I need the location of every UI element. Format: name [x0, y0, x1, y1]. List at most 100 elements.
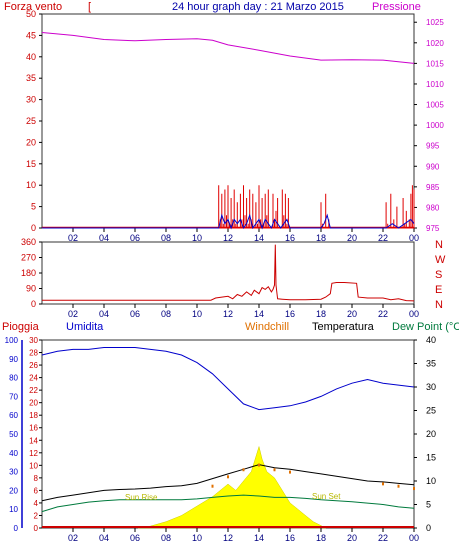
- pressure-line: [41, 32, 415, 64]
- temperature-humidity-panel: 0102030405060708090100024681012141618202…: [5, 335, 436, 543]
- y-left-tick-label: 6: [34, 486, 39, 495]
- y-left-tick-label: 15: [26, 159, 36, 169]
- x-tick-label: 22: [378, 533, 388, 543]
- x-tick-label: 04: [99, 309, 109, 319]
- temperature-line: [41, 464, 415, 502]
- x-tick-label: 00: [409, 309, 419, 319]
- y-left-tick-label: 45: [26, 30, 36, 40]
- y-left-tick-label: 30: [29, 336, 38, 345]
- x-tick-label: 10: [192, 309, 202, 319]
- solar-radiation-area: [138, 445, 326, 529]
- x-tick-label: 12: [223, 533, 233, 543]
- y-tick-label: 360: [21, 237, 36, 247]
- y-right-tick-label: 30: [426, 382, 436, 392]
- x-tick-label: 14: [254, 533, 264, 543]
- x-tick-label: 18: [316, 533, 326, 543]
- y-right-tick-label: 20: [426, 429, 436, 439]
- x-tick-label: 10: [192, 233, 202, 243]
- x-tick-label: 22: [378, 309, 388, 319]
- x-tick-label: 04: [99, 233, 109, 243]
- humidity-tick-label: 0: [14, 524, 19, 533]
- y-left-tick-label: 30: [26, 95, 36, 105]
- pressure-title: Pressione: [372, 1, 421, 13]
- x-tick-label: 00: [409, 233, 419, 243]
- x-tick-label: 06: [130, 309, 140, 319]
- humidity-tick-label: 30: [9, 468, 18, 477]
- y-right-tick-label: 1005: [426, 101, 444, 110]
- humidity-tick-label: 80: [9, 374, 18, 383]
- x-tick-label: 16: [285, 233, 295, 243]
- y-left-tick-label: 28: [29, 349, 38, 358]
- humidity-tick-label: 50: [9, 430, 18, 439]
- y-left-tick-label: 5: [31, 202, 36, 212]
- humidity-tick-label: 10: [9, 505, 18, 514]
- y-right-tick-label: 35: [426, 359, 436, 369]
- y-left-tick-label: 10: [29, 461, 38, 470]
- x-tick-label: 20: [347, 233, 357, 243]
- y-left-tick-label: 2: [34, 511, 39, 520]
- y-left-tick-label: 25: [26, 116, 36, 126]
- windchill-mark: [413, 487, 415, 491]
- dewpoint-title: Dew Point (°C: [392, 321, 459, 333]
- y-right-tick-label: 985: [426, 183, 440, 192]
- x-tick-label: 14: [254, 233, 264, 243]
- y-right-tick-label: 15: [426, 453, 436, 463]
- y-right-tick-label: 1020: [426, 39, 444, 48]
- wind-direction-panel: 0 90 180 270 360 02 04 06 08 10 12 14 16 18 20 22 00 N W…: [21, 237, 446, 319]
- rain-title: Pioggia: [2, 321, 40, 333]
- y-left-tick-label: 0: [34, 524, 39, 533]
- y-right-tick-label: 975: [426, 224, 440, 233]
- y-left-tick-label: 8: [34, 474, 39, 483]
- y-right-tick-label: 25: [426, 406, 436, 416]
- x-tick-label: 10: [192, 533, 202, 543]
- x-tick-label: 22: [378, 233, 388, 243]
- windchill-title: Windchill: [245, 321, 289, 333]
- x-tick-label: 02: [68, 233, 78, 243]
- x-tick-label: 12: [223, 233, 233, 243]
- y-left-tick-label: 4: [34, 499, 39, 508]
- y-left-tick-label: 26: [29, 361, 38, 370]
- dewpoint-line: [41, 494, 415, 513]
- x-tick-label: 14: [254, 309, 264, 319]
- windchill-mark: [273, 468, 276, 472]
- humidity-tick-label: 40: [9, 449, 18, 458]
- y-right-tick-label: 980: [426, 203, 440, 212]
- y-left-tick-label: 35: [26, 73, 36, 83]
- x-tick-label: 08: [161, 233, 171, 243]
- windchill-mark: [242, 468, 245, 472]
- temperature-title: Temperatura: [312, 321, 375, 333]
- x-tick-label: 18: [316, 309, 326, 319]
- x-tick-label: 02: [68, 533, 78, 543]
- y-right-tick-label: 995: [426, 142, 440, 151]
- y-right-tick-label: 5: [426, 500, 431, 510]
- y-left-tick-label: 24: [29, 374, 38, 383]
- humidity-title: Umidita: [66, 321, 104, 333]
- compass-n-top: N: [435, 239, 443, 251]
- humidity-tick-label: 20: [9, 486, 18, 495]
- windchill-mark: [382, 482, 384, 486]
- x-tick-label: 02: [68, 309, 78, 319]
- wind-direction-line: [42, 244, 415, 302]
- y-tick-label: 270: [21, 253, 36, 263]
- y-left-tick-label: 50: [26, 9, 36, 19]
- wind-title: Forza vento: [4, 1, 62, 13]
- compass-n-bottom: N: [435, 299, 443, 311]
- x-tick-label: 08: [161, 533, 171, 543]
- y-right-tick-label: 1025: [426, 18, 444, 27]
- x-tick-label: 20: [347, 533, 357, 543]
- x-tick-label: 20: [347, 309, 357, 319]
- humidity-tick-label: 60: [9, 411, 18, 420]
- windchill-mark: [211, 484, 214, 488]
- chart-title: 24 hour graph day : 21 Marzo 2015: [172, 1, 344, 13]
- y-left-tick-label: 18: [29, 411, 38, 420]
- y-right-tick-label: 0: [426, 523, 431, 533]
- sunset-label: Sun Set: [312, 492, 341, 501]
- windchill-mark: [397, 484, 400, 488]
- humidity-tick-label: 90: [9, 355, 18, 364]
- y-left-tick-label: 20: [29, 399, 38, 408]
- humidity-line: [41, 347, 415, 411]
- compass-s: S: [435, 269, 442, 281]
- y-tick-label: 0: [31, 299, 36, 309]
- y-right-tick-label: 1000: [426, 121, 444, 130]
- y-right-tick-label: 10: [426, 476, 436, 486]
